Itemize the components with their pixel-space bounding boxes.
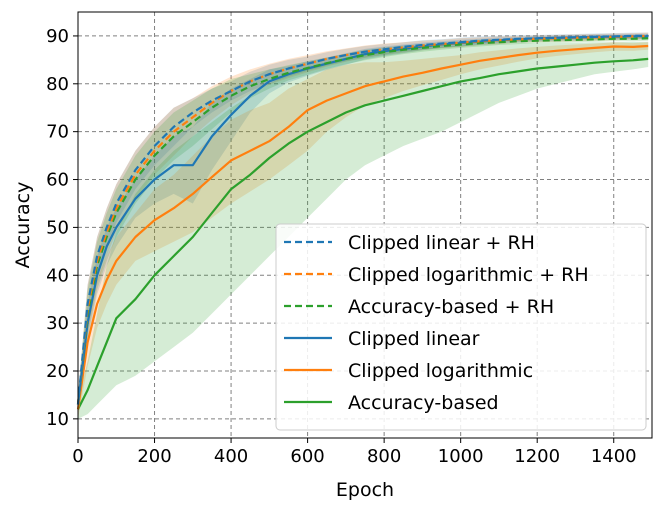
band-accuracy-based: [78, 41, 649, 419]
legend-label: Clipped logarithmic: [348, 360, 533, 382]
x-tick-label: 800: [367, 446, 401, 467]
series-line-clipped-logarithmic: [76, 44, 649, 410]
legend-label: Accuracy-based + RH: [348, 296, 554, 318]
band-clipped-linear: [78, 34, 649, 415]
y-tick-label: 70: [46, 122, 69, 143]
legend-label: Clipped logarithmic + RH: [348, 264, 589, 286]
y-tick-label: 80: [46, 74, 69, 95]
legend-label: Clipped linear + RH: [348, 232, 535, 254]
legend-box: [275, 223, 647, 431]
x-tick-label: 600: [290, 446, 324, 467]
confidence-bands: [78, 32, 649, 419]
series-line-accuracy-based-rh: [76, 37, 649, 405]
legend: Clipped linear + RH Clipped logarithmic +…: [275, 223, 647, 431]
y-tick-label: 90: [46, 26, 69, 47]
series-line-clipped-linear-rh: [76, 34, 649, 405]
x-tick-label: 1400: [591, 446, 637, 467]
legend-label: Clipped linear: [348, 328, 480, 350]
y-axis-label: Accuracy: [12, 182, 34, 269]
x-tick-label: 1200: [514, 446, 560, 467]
axis-ticks: 0 200 400 600 800 1000 1200 1400 10 20 30 40 50 60 70 8…: [46, 26, 637, 467]
y-tick-label: 60: [46, 170, 69, 191]
y-tick-label: 50: [46, 217, 69, 238]
band-clipped-logarithmic: [78, 42, 649, 419]
x-tick-label: 400: [214, 446, 248, 467]
x-tick-label: 0: [72, 446, 83, 467]
x-tick-label: 1000: [438, 446, 484, 467]
plot-frame: [77, 11, 653, 439]
series-lines: [76, 34, 649, 410]
series-line-accuracy-based: [77, 57, 649, 410]
y-tick-label: 30: [46, 313, 69, 334]
x-tick-label: 200: [137, 446, 171, 467]
x-axis-label: Epoch: [336, 479, 394, 501]
y-tick-label: 20: [46, 361, 69, 382]
y-tick-label: 10: [46, 409, 69, 430]
legend-label: Accuracy-based: [348, 392, 499, 414]
y-tick-label: 40: [46, 265, 69, 286]
